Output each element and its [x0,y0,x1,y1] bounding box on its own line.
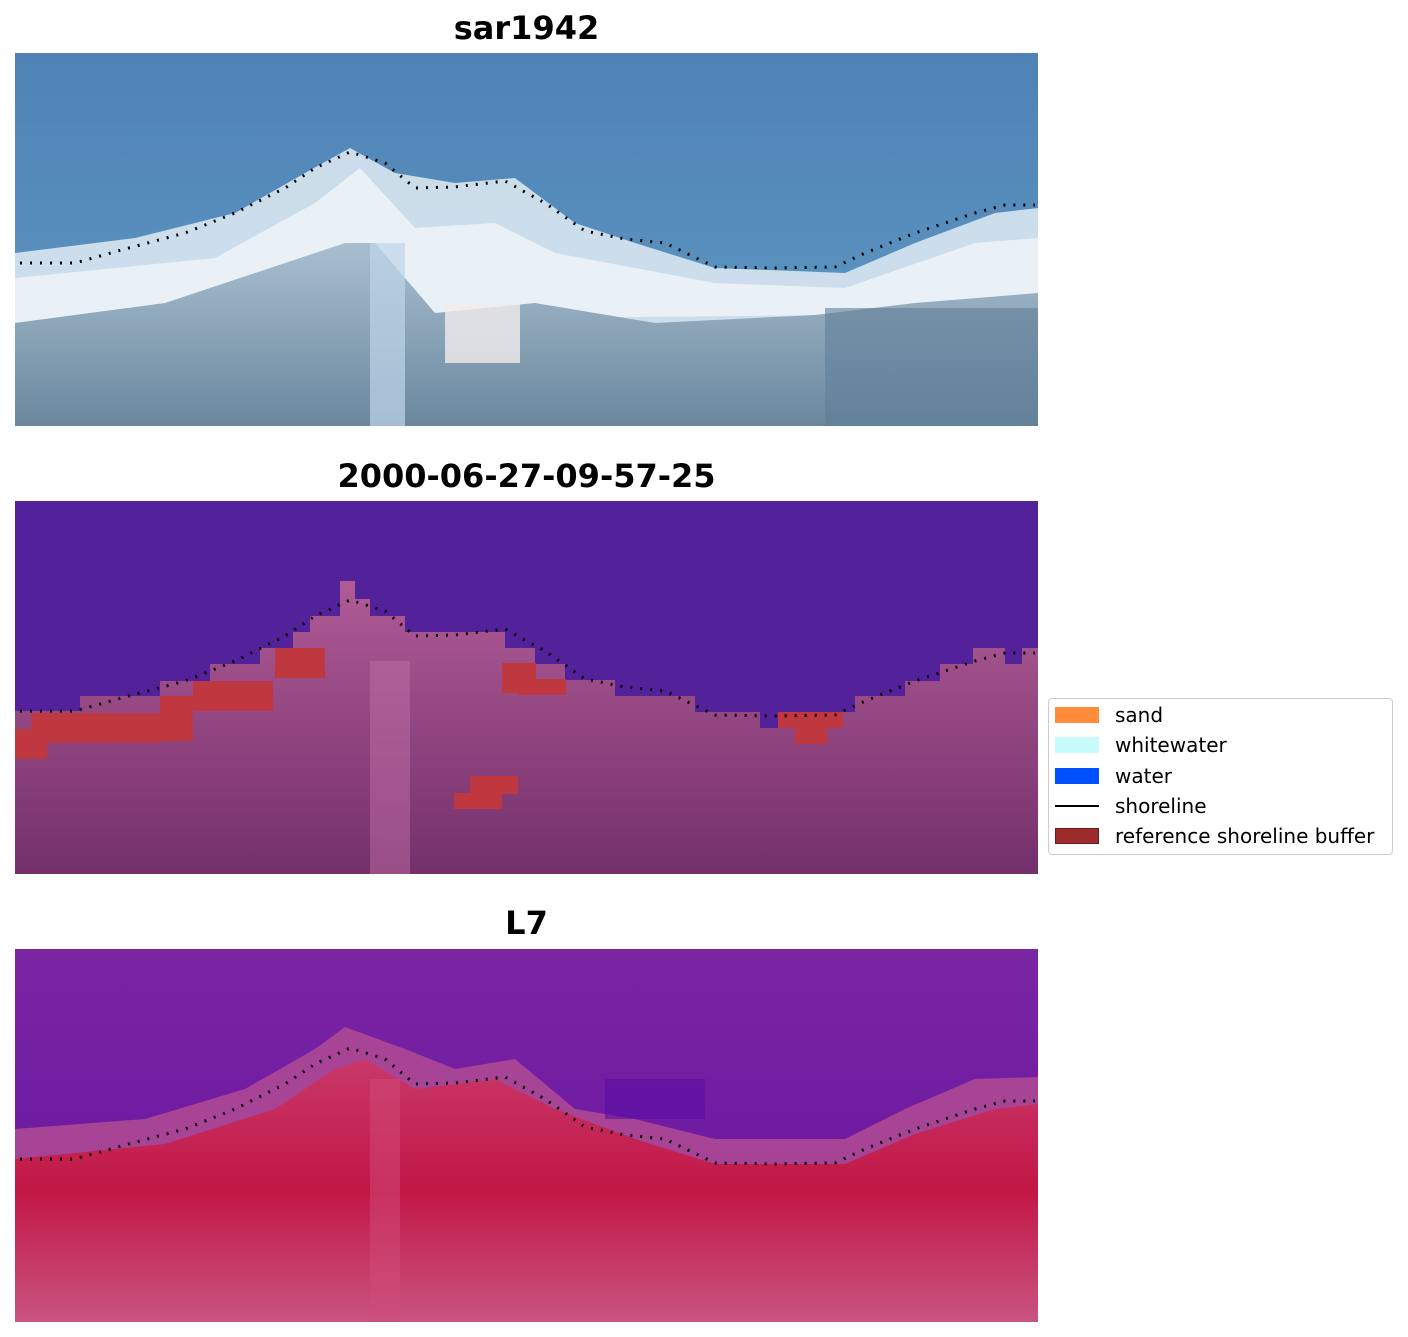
buffer-swatch [1055,828,1099,844]
rgb-image-panel [15,53,1038,426]
panel-title-rgb: sar1942 [453,9,600,47]
shoreline-line-swatch [1055,805,1099,807]
panel-title-classified: 2000-06-27-09-57-25 [337,457,716,495]
buffer-region [31,713,161,743]
sand-swatch [1055,707,1099,723]
legend-item-whitewater: whitewater [1055,733,1227,757]
legend-item-reference-buffer: reference shoreline buffer [1055,824,1374,848]
water-swatch [1055,768,1099,784]
panel-title-index: L7 [505,904,548,942]
legend-label-sand: sand [1115,703,1164,727]
classified-image [15,501,1038,874]
legend-item-sand: sand [1055,703,1163,727]
legend-item-water: water [1055,764,1172,788]
legend-item-shoreline: shoreline [1055,794,1207,818]
legend-label-water: water [1115,764,1172,788]
classified-image-panel [15,501,1038,874]
legend-label-reference-buffer: reference shoreline buffer [1115,824,1375,848]
rgb-satellite-image [15,53,1038,426]
whitewater-swatch [1055,737,1099,753]
legend-label-whitewater: whitewater [1115,733,1227,757]
index-image [15,949,1038,1322]
legend-label-shoreline: shoreline [1115,794,1207,818]
index-image-panel [15,949,1038,1322]
legend: sand whitewater water shoreline referenc… [1048,698,1393,855]
